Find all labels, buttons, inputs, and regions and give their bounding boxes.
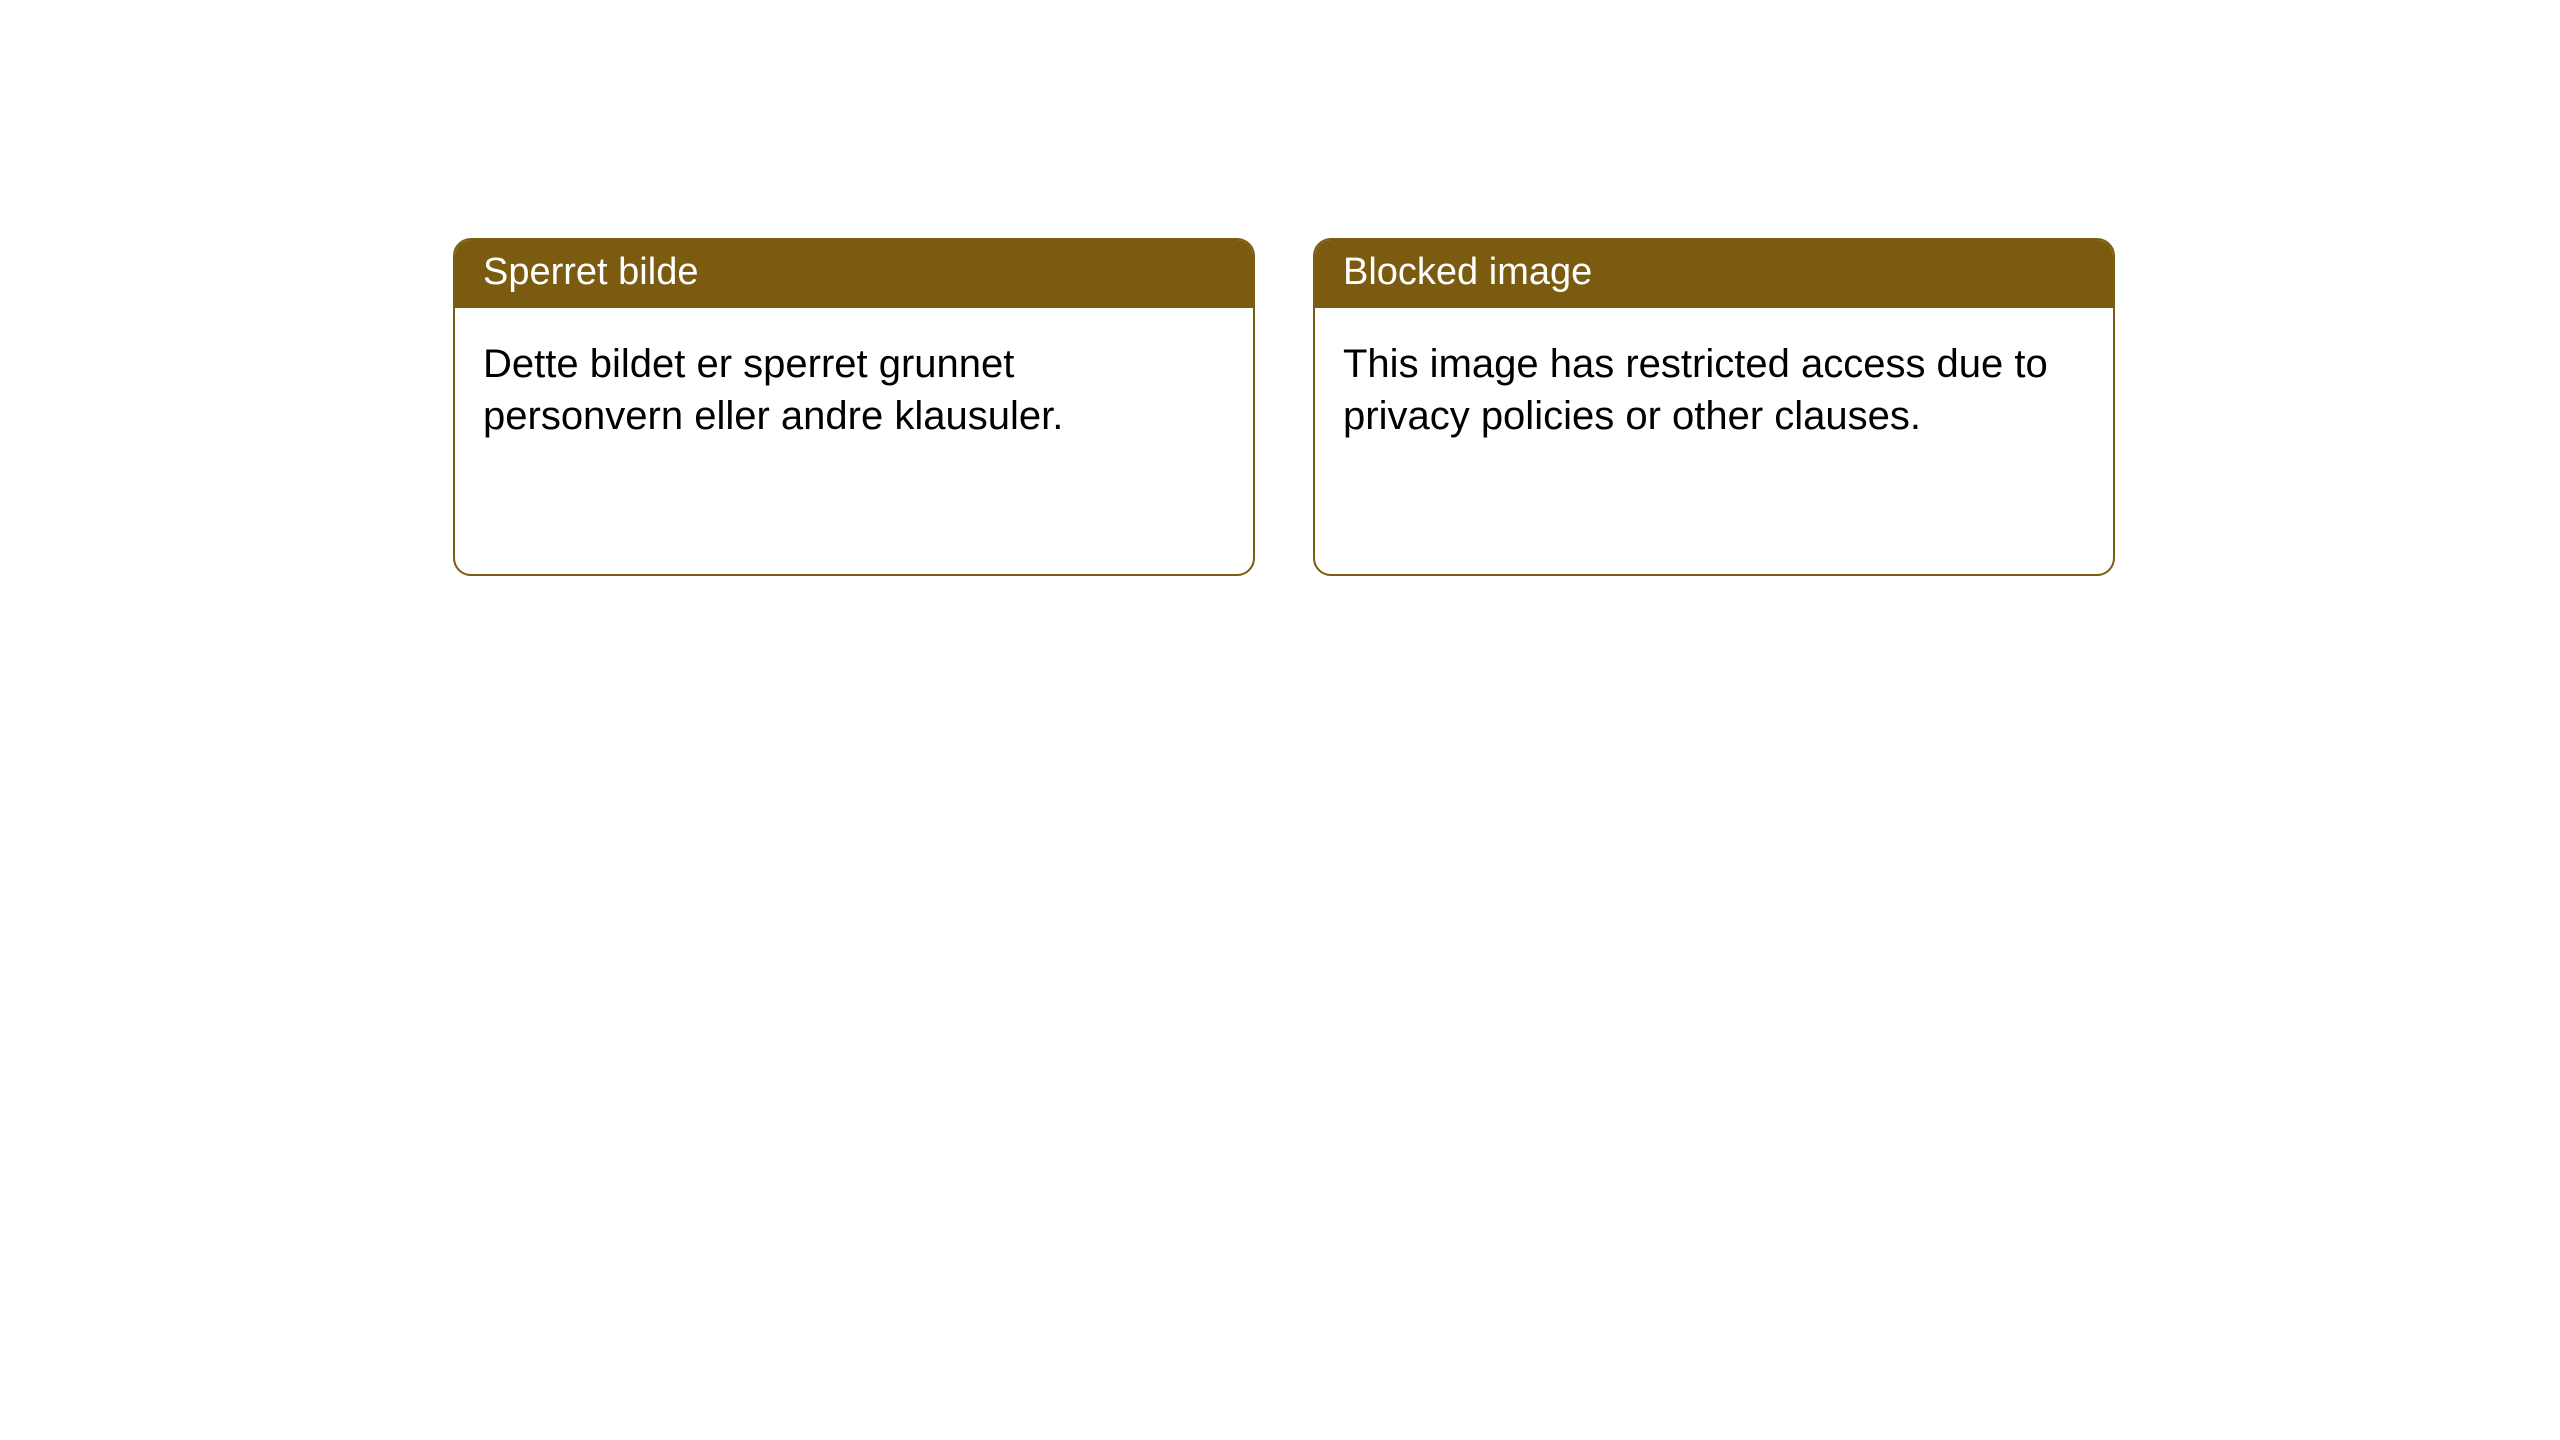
card-body-text-en: This image has restricted access due to … [1343, 342, 2048, 438]
card-body-text-no: Dette bildet er sperret grunnet personve… [483, 342, 1063, 438]
cards-container: Sperret bilde Dette bildet er sperret gr… [0, 0, 2560, 576]
card-title-en: Blocked image [1343, 251, 1592, 293]
blocked-image-card-en: Blocked image This image has restricted … [1313, 238, 2115, 576]
card-header-en: Blocked image [1315, 240, 2113, 308]
card-body-no: Dette bildet er sperret grunnet personve… [455, 308, 1253, 472]
card-header-no: Sperret bilde [455, 240, 1253, 308]
card-title-no: Sperret bilde [483, 251, 698, 293]
blocked-image-card-no: Sperret bilde Dette bildet er sperret gr… [453, 238, 1255, 576]
card-body-en: This image has restricted access due to … [1315, 308, 2113, 472]
